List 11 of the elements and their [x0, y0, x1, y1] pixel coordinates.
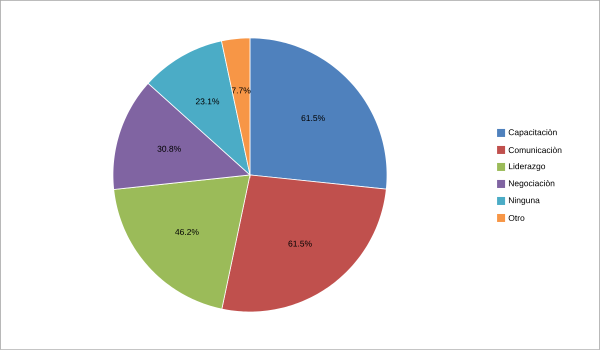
- data-label: 61.5%: [302, 115, 325, 122]
- legend-label: Otro: [508, 215, 524, 221]
- legend-label: Comunicaciòn: [508, 146, 562, 154]
- legend-label: Capacitaciòn: [508, 128, 557, 137]
- data-label: 30.8%: [157, 146, 181, 152]
- data-label: 61.5%: [288, 240, 312, 247]
- legend-label: Ninguna: [508, 197, 540, 205]
- legend-label: Liderazgo: [508, 163, 546, 171]
- legend-label: Negociaciòn: [508, 180, 554, 188]
- data-label: 23.1%: [196, 98, 220, 104]
- data-label: 46.2%: [175, 228, 199, 235]
